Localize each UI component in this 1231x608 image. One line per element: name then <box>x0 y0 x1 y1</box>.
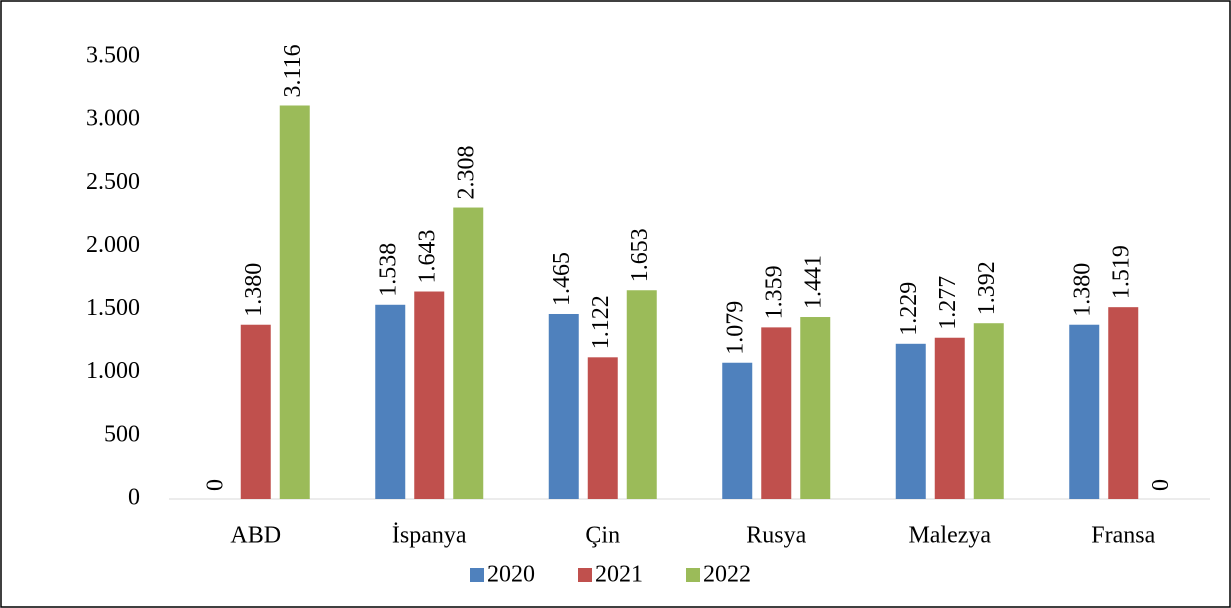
data-label: 0 <box>202 479 228 491</box>
y-tick-label: 1.000 <box>86 358 140 384</box>
data-label: 1.079 <box>723 301 749 355</box>
bar <box>722 362 753 499</box>
y-tick-label: 3.500 <box>86 43 140 69</box>
x-tick-label: İspanya <box>392 523 467 549</box>
legend-swatch <box>578 568 592 582</box>
y-tick-label: 3.000 <box>86 106 140 132</box>
data-label: 1.359 <box>762 265 788 319</box>
bar <box>548 313 579 499</box>
data-label: 1.441 <box>801 255 827 309</box>
x-tick-label: Fransa <box>1091 523 1155 549</box>
y-tick-label: 0 <box>128 485 140 511</box>
legend-swatch <box>470 568 484 582</box>
x-tick-label: Malezya <box>908 523 991 549</box>
legend-label: 2021 <box>595 562 643 588</box>
bar <box>895 343 926 499</box>
y-tick-label: 500 <box>104 421 140 447</box>
bar <box>414 291 445 499</box>
x-tick-label: ABD <box>230 523 281 549</box>
bar <box>973 323 1004 499</box>
data-label: 1.380 <box>241 263 267 317</box>
data-label: 3.116 <box>280 44 306 97</box>
data-label: 1.380 <box>1070 263 1096 317</box>
bar <box>587 357 618 499</box>
bar <box>279 105 310 499</box>
data-label: 1.653 <box>627 228 653 282</box>
y-tick-label: 2.500 <box>86 169 140 195</box>
y-tick-label: 1.500 <box>86 295 140 321</box>
data-label: 1.392 <box>974 261 1000 315</box>
bar <box>375 304 406 499</box>
bar <box>1108 307 1139 499</box>
x-tick-label: Rusya <box>746 523 806 549</box>
data-label: 0 <box>1148 479 1174 491</box>
data-label: 1.465 <box>549 252 575 306</box>
data-label: 1.277 <box>935 276 961 330</box>
bar <box>800 317 831 499</box>
legend-label: 2022 <box>703 562 751 588</box>
legend-swatch <box>686 568 700 582</box>
bar <box>240 324 271 499</box>
data-label: 1.229 <box>896 282 922 336</box>
bar <box>1069 324 1100 499</box>
bar <box>934 337 965 499</box>
bar <box>761 327 792 499</box>
data-label: 1.122 <box>588 295 614 349</box>
legend-label: 2020 <box>487 562 535 588</box>
y-tick-label: 2.000 <box>86 232 140 258</box>
data-label: 1.519 <box>1109 245 1135 299</box>
x-tick-label: Çin <box>585 523 620 549</box>
data-label: 2.308 <box>454 146 480 200</box>
data-label: 1.538 <box>376 243 402 297</box>
bar <box>626 290 657 499</box>
data-label: 1.643 <box>415 230 441 284</box>
bar <box>453 207 484 499</box>
